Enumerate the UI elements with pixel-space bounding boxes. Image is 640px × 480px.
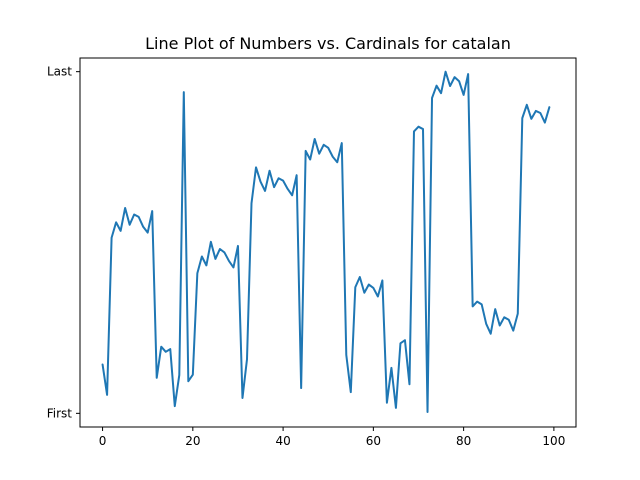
y-axis: First Last	[47, 65, 80, 420]
x-tick-label: 20	[185, 434, 200, 448]
x-tick-label: 80	[456, 434, 471, 448]
x-tick-label: 60	[366, 434, 381, 448]
x-tick-label: 100	[542, 434, 565, 448]
plot-series	[101, 70, 551, 413]
x-tick-label: 40	[275, 434, 290, 448]
axes-frame	[79, 57, 577, 428]
y-tick-label: Last	[47, 65, 72, 79]
x-axis: 0 20 40 60 80 100	[99, 427, 565, 448]
chart-title: Line Plot of Numbers vs. Cardinals for c…	[145, 34, 511, 53]
y-tick-label: First	[47, 406, 73, 420]
series-line	[101, 70, 551, 413]
x-tick-label: 0	[99, 434, 107, 448]
